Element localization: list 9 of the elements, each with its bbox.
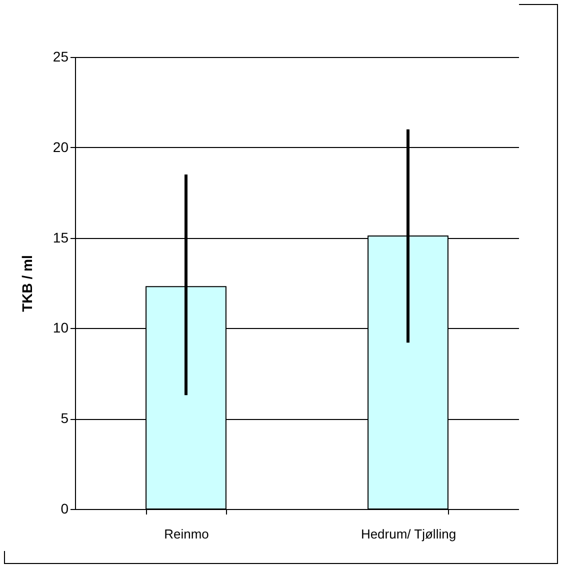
y-tick-label: 20 (52, 138, 69, 155)
y-tick-label: 25 (52, 48, 69, 64)
y-tick-label: 15 (52, 229, 69, 246)
x-tick-label: Reinmo (164, 526, 209, 542)
y-tick-label: 10 (52, 320, 69, 336)
y-axis-title: TKB / ml (18, 255, 35, 312)
x-tick-label: Hedrum/ Tjølling (360, 526, 456, 542)
y-tick-label: 0 (60, 500, 69, 516)
y-tick-label: 5 (60, 410, 69, 426)
